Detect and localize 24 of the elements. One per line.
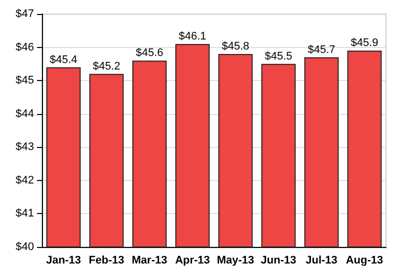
- data-label: $45.4: [50, 54, 78, 66]
- y-tick-label: $47: [16, 8, 34, 20]
- y-tick-label: $45: [16, 74, 34, 87]
- y-tick-label: $42: [16, 174, 34, 186]
- y-tick-label: $43: [16, 141, 34, 154]
- data-label: $45.8: [222, 40, 250, 52]
- x-tick-label: May-13: [216, 254, 254, 266]
- x-tick-label: Feb-13: [88, 254, 124, 266]
- x-tick-label: Aug-13: [346, 254, 384, 266]
- data-label: $45.5: [264, 50, 292, 62]
- x-tick-label: Jul-13: [306, 254, 338, 266]
- y-tick-label: $46: [16, 41, 34, 54]
- y-tick-label: $44: [16, 108, 34, 120]
- data-label: $45.7: [308, 44, 336, 56]
- x-tick-label: Mar-13: [132, 254, 168, 266]
- data-label: $45.6: [136, 47, 164, 60]
- data-label: $45.2: [92, 60, 120, 72]
- x-tick-label: Jan-13: [46, 254, 81, 266]
- x-tick-label: Apr-13: [175, 254, 210, 266]
- data-label: $46.1: [178, 30, 206, 42]
- data-label: $45.9: [350, 37, 378, 50]
- x-tick-label: Jun-13: [260, 254, 296, 266]
- y-tick-label: $40: [16, 241, 34, 253]
- y-tick-label: $41: [16, 208, 34, 220]
